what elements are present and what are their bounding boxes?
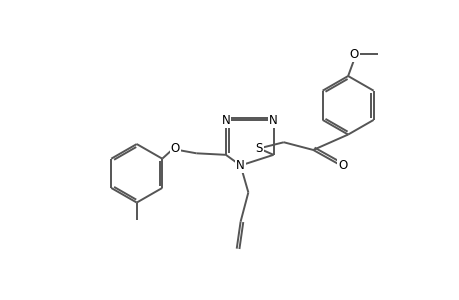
Text: O: O (349, 48, 358, 61)
Text: N: N (221, 114, 230, 127)
Text: O: O (170, 142, 180, 155)
Text: N: N (269, 114, 277, 127)
Text: N: N (236, 159, 245, 172)
Text: O: O (337, 159, 347, 172)
Text: S: S (255, 142, 262, 155)
